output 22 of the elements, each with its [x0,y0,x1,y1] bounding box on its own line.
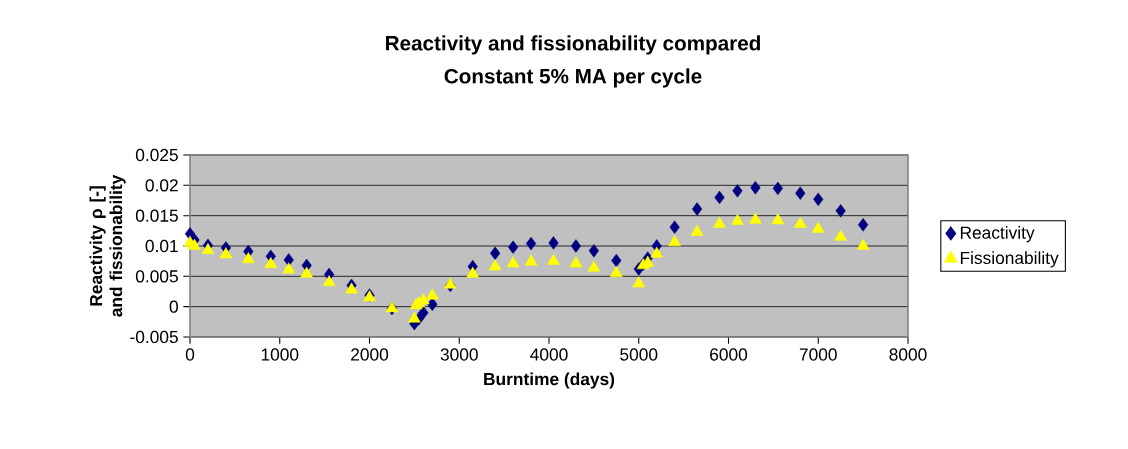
x-tick-label: 2000 [351,348,389,361]
y-tick-label: 0.02 [145,179,178,192]
y-tick-label: 0.01 [145,239,178,253]
y-tick-label: 0.025 [135,148,178,162]
y-tick-label: 0.005 [135,270,178,283]
x-tick-label: 8000 [889,348,927,361]
y-tick-label: -0.005 [130,330,178,344]
y-tick-label: 0 [169,300,178,313]
x-tick-label: 3000 [440,348,478,361]
x-tick-label: 1000 [261,348,299,361]
legend-label: Fissionability [960,251,1059,268]
y-axis-title: Reactivity ρ [-] and fissionability [89,174,126,317]
x-tick-label: 7000 [799,348,837,361]
y-tick-label: 0.015 [135,209,178,222]
x-axis-title: Burntime (days) [484,372,615,389]
x-tick-label: 6000 [710,348,748,361]
x-tick-label: 4000 [530,348,568,361]
legend-label: Reactivity [960,226,1035,243]
chart-subtitle: Constant 5% MA per cycle [444,68,702,88]
x-tick-label: 0 [185,348,195,361]
chart-title: Reactivity and fissionability compared [386,35,760,55]
x-tick-label: 5000 [620,348,658,361]
